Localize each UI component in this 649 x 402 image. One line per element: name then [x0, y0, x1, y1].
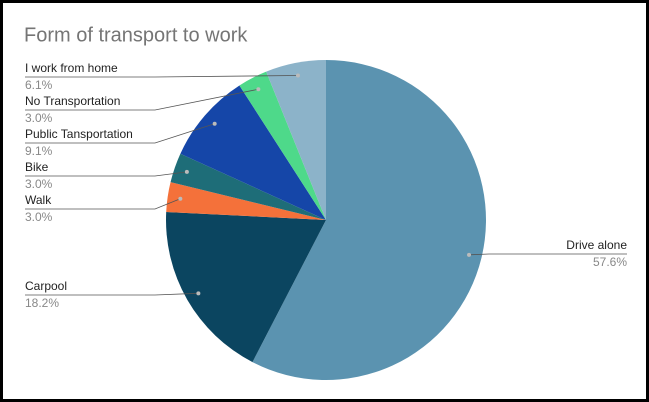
- pie-slice: [170, 153, 326, 220]
- slice-value-label: 3.0%: [25, 111, 53, 125]
- slice-label: Bike: [25, 160, 49, 174]
- slice-label: Carpool: [25, 279, 67, 293]
- leader-dot: [178, 196, 183, 201]
- leader-line: [25, 123, 215, 144]
- pie-slice: [266, 60, 326, 220]
- leader-line: [25, 88, 259, 111]
- leader-line: [25, 292, 199, 296]
- pie-slice: [166, 182, 326, 220]
- leader-dot: [467, 252, 472, 257]
- leader-dot: [295, 73, 300, 78]
- slice-label: Public Tansportation: [25, 127, 133, 141]
- pie-slice: [166, 211, 326, 363]
- chart-title: Form of transport to work: [24, 24, 248, 46]
- leader-dot: [256, 87, 261, 92]
- slice-value-label: 57.6%: [593, 255, 627, 269]
- leader-line: [25, 171, 187, 177]
- leader-line: [25, 75, 298, 78]
- slice-value-label: 3.0%: [25, 210, 53, 224]
- slice-value-label: 9.1%: [25, 144, 53, 158]
- leader-dot: [196, 291, 201, 296]
- slice-label: I work from home: [25, 61, 118, 75]
- slice-label: Walk: [25, 193, 52, 207]
- slice-label: Drive alone: [566, 238, 627, 252]
- leader-dot: [184, 169, 189, 174]
- pie-slice: [252, 60, 486, 380]
- pie-slice: [239, 71, 326, 221]
- leader-dot: [212, 121, 217, 126]
- slice-value-label: 6.1%: [25, 78, 53, 92]
- leader-line: [25, 198, 181, 210]
- pie-slice: [180, 85, 326, 220]
- leader-line: [469, 253, 627, 256]
- slice-label: No Transportation: [25, 94, 120, 108]
- slice-value-label: 3.0%: [25, 177, 53, 191]
- slice-value-label: 18.2%: [25, 296, 59, 310]
